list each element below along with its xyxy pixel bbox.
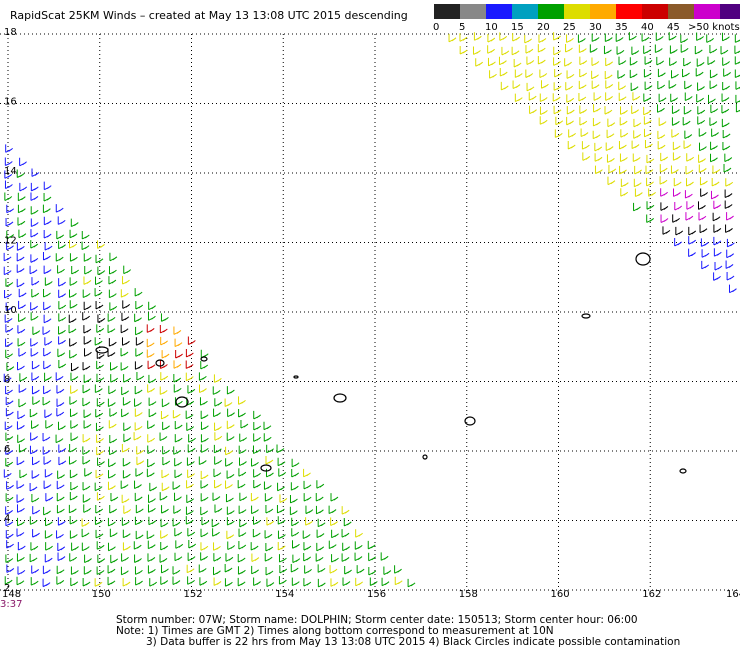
footer-storm-info: Storm number: 07W; Storm name: DOLPHIN; …: [116, 614, 638, 626]
scale-swatch: [486, 4, 512, 19]
scale-label: 45: [667, 22, 680, 33]
latitude-label: 6: [4, 444, 10, 455]
lat-lon-grid: [0, 33, 740, 591]
scale-label: 20: [537, 22, 550, 33]
wind-barbs: [3, 32, 740, 588]
scale-label: 15: [511, 22, 524, 33]
scale-label: 40: [641, 22, 654, 33]
latitude-labels: 18 16 14 12 10 8 6 4 2: [4, 27, 17, 594]
island-outline: [333, 393, 347, 403]
longitude-label: 152: [184, 589, 203, 600]
longitude-label: 164: [726, 589, 740, 600]
longitude-labels: 148 150 152 154 156 158 160 162 164: [2, 589, 740, 600]
scale-swatch: [538, 4, 564, 19]
longitude-label: 154: [275, 589, 294, 600]
latitude-label: 14: [4, 166, 17, 177]
latitude-label: 12: [4, 236, 17, 247]
scale-label: 30: [589, 22, 602, 33]
island-outline: [635, 252, 651, 266]
longitude-label: 150: [92, 589, 111, 600]
scale-swatch: [564, 4, 590, 19]
scale-label: 25: [563, 22, 576, 33]
latitude-label: 4: [4, 514, 10, 525]
scale-swatch: [668, 4, 694, 19]
island-outline: [155, 359, 165, 367]
scale-swatch: [590, 4, 616, 19]
footer-note-1: Note: 1) Times are GMT 2) Times along bo…: [116, 625, 554, 637]
island-outline: [95, 346, 109, 354]
scale-swatch: [434, 4, 460, 19]
scale-label: 35: [615, 22, 628, 33]
island-outlines: [95, 252, 687, 474]
scale-swatch: [512, 4, 538, 19]
island-outline: [200, 356, 208, 362]
longitude-label: 156: [367, 589, 386, 600]
latitude-label: 16: [4, 97, 17, 108]
island-outline: [581, 313, 591, 319]
scale-swatch: [720, 4, 740, 19]
latitude-label: 10: [4, 305, 17, 316]
scale-label: 5: [459, 22, 466, 33]
island-outline: [260, 464, 272, 472]
latitude-label: 8: [4, 375, 10, 386]
page-title: RapidScat 25KM Winds – created at May 13…: [10, 9, 408, 22]
scale-swatch: [616, 4, 642, 19]
scale-label: 10: [485, 22, 498, 33]
scale-swatch: [642, 4, 668, 19]
island-outline: [464, 416, 476, 426]
scale-swatch: [694, 4, 720, 19]
island-outline: [679, 468, 687, 474]
scale-swatch: [460, 4, 486, 19]
scale-unit-label: >50 knots: [688, 22, 740, 33]
island-outline: [175, 396, 189, 408]
time-label: 3:37: [0, 599, 23, 610]
longitude-label: 158: [459, 589, 478, 600]
longitude-label: 162: [642, 589, 661, 600]
longitude-label: 160: [551, 589, 570, 600]
island-outline: [293, 375, 299, 379]
latitude-label: 2: [4, 583, 10, 594]
scale-label: 0: [433, 22, 440, 33]
island-outline: [422, 454, 428, 460]
footer-note-2: 3) Data buffer is 22 hrs from May 13 13:…: [146, 636, 681, 648]
longitude-label: 148: [2, 589, 21, 600]
latitude-label: 18: [4, 27, 17, 38]
